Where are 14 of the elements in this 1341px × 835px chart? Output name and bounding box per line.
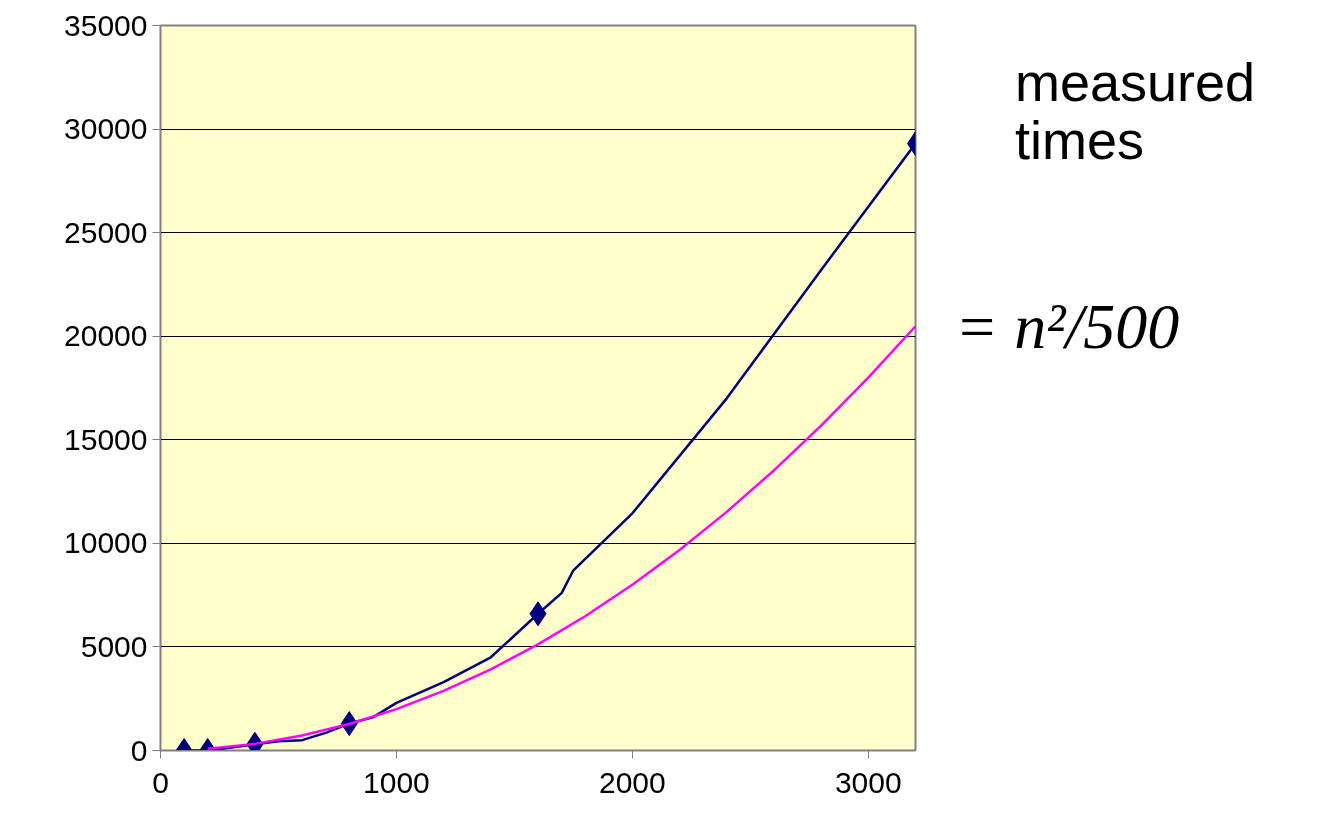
x-tick-label: 2000 xyxy=(599,765,666,799)
y-tick-label: 10000 xyxy=(64,526,148,560)
series-label: measured times xyxy=(1015,52,1256,170)
x-tick-label: 1000 xyxy=(363,765,430,799)
y-tick-label: 20000 xyxy=(64,319,148,353)
y-tick-label: 5000 xyxy=(80,629,148,663)
y-tick-label: 15000 xyxy=(64,422,148,456)
y-tick-label: 0 xyxy=(130,733,148,767)
x-tick-label: 0 xyxy=(152,765,169,799)
y-tick-label: 30000 xyxy=(64,112,148,146)
y-tick-label: 35000 xyxy=(64,8,148,42)
x-tick-label: 3000 xyxy=(834,765,902,799)
y-tick-label: 25000 xyxy=(64,215,148,249)
series-label: = n²/500 xyxy=(955,290,1180,364)
